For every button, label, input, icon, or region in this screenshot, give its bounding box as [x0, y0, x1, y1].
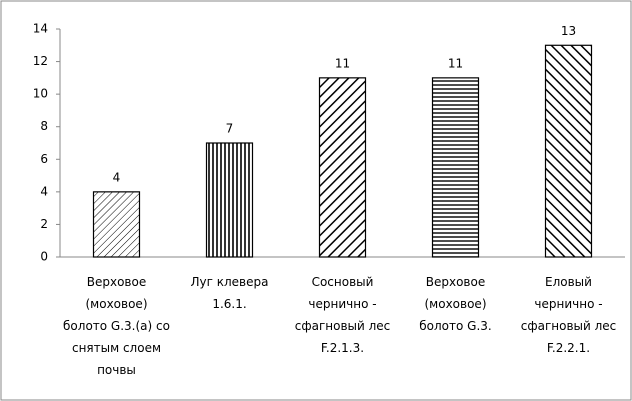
- data-label: 11: [448, 56, 463, 70]
- x-tick-label: Верховое (моховое) болото G.3.: [419, 275, 492, 333]
- y-tick-label: 12: [33, 54, 48, 68]
- x-tick-label: Сосновый чернично - сфагновый лес F.2.1.…: [294, 275, 391, 355]
- x-tick-label: Луг клевера 1.6.1.: [190, 275, 269, 311]
- x-tick-label: Верховое (моховое) болото G.3.(а) со сня…: [63, 275, 170, 377]
- y-tick-label: 4: [40, 184, 48, 198]
- data-label: 11: [335, 56, 350, 70]
- y-tick-label: 2: [40, 217, 48, 231]
- bar: [544, 44, 593, 258]
- bar: [205, 142, 254, 258]
- y-tick-label: 6: [40, 152, 48, 166]
- y-tick-label: 0: [40, 250, 48, 264]
- y-tick-label: 14: [33, 22, 48, 36]
- data-label: 7: [226, 122, 234, 136]
- data-label: 13: [561, 24, 576, 38]
- y-tick-label: 10: [33, 87, 48, 101]
- x-tick-label: Еловый чернично - сфагновый лес F.2.2.1.: [520, 275, 617, 355]
- bar: [431, 77, 480, 258]
- data-label: 4: [113, 170, 121, 184]
- y-tick-label: 8: [40, 119, 48, 133]
- bar: [318, 77, 367, 258]
- bar: [92, 191, 141, 258]
